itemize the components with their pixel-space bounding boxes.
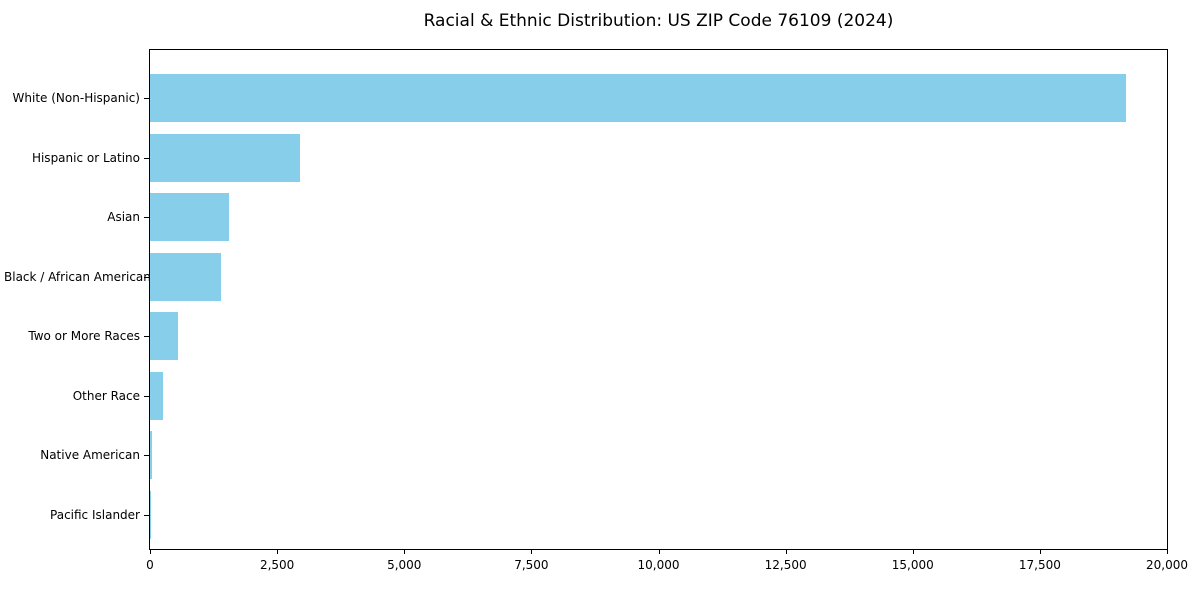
y-tick-mark: [144, 336, 149, 338]
x-tick-label: 20,000: [1146, 558, 1188, 572]
x-tick-mark: [1167, 549, 1168, 554]
x-tick-label: 5,000: [387, 558, 422, 572]
plot-area: White (Non-Hispanic) Hispanic or Latino As…: [4, 49, 1188, 572]
x-tick-mark: [150, 549, 151, 554]
bar-two-or-more-races: [150, 312, 178, 361]
bar-asian: [150, 193, 229, 242]
bar-native-american: [150, 431, 153, 480]
y-tick-mark: [144, 217, 149, 219]
x-tick-mark: [404, 549, 406, 554]
y-tick-label: Black / African American: [4, 269, 151, 284]
y-tick-mark: [144, 514, 149, 516]
y-tick-label: Pacific Islander: [50, 507, 140, 522]
y-tick-label: Asian: [107, 210, 140, 225]
x-tick-mark: [531, 549, 533, 554]
x-tick-mark: [1039, 549, 1041, 554]
bar-pacific-islander: [150, 490, 151, 539]
x-tick-label: 10,000: [637, 558, 680, 572]
x-tick-label: 2,500: [259, 558, 295, 572]
x-tick-label: 7,500: [514, 558, 549, 572]
y-tick-label: Two or More Races: [28, 329, 140, 344]
x-tick-label: 12,500: [764, 558, 807, 572]
bar-other-race: [150, 371, 164, 420]
y-tick-mark: [144, 157, 149, 159]
y-tick-mark: [144, 455, 149, 457]
bar-hispanic-or-latino: [150, 133, 300, 182]
bar-black-african-american: [150, 252, 222, 301]
y-tick-mark: [144, 276, 149, 278]
x-tick-mark: [658, 549, 660, 554]
x-tick-label: 15,000: [891, 558, 934, 572]
x-tick-label: 0: [146, 558, 154, 572]
x-tick-mark: [277, 549, 279, 554]
chart-title: Racial & Ethnic Distribution: US ZIP Cod…: [423, 11, 894, 31]
x-tick-mark: [785, 549, 787, 554]
y-tick-mark: [144, 98, 149, 99]
bar-white-non-hispanic: [150, 74, 1127, 122]
x-tick-mark: [912, 549, 914, 554]
y-tick-label: Other Race: [72, 388, 140, 403]
plot-inner: White (Non-Hispanic) Hispanic or Latino As…: [4, 50, 1188, 572]
y-tick-label: Hispanic or Latino: [31, 150, 140, 165]
y-tick-label: Native American: [40, 448, 140, 463]
x-tick-label: 17,500: [1018, 558, 1061, 572]
y-tick-label: White (Non-Hispanic): [12, 91, 140, 105]
y-tick-mark: [144, 395, 149, 397]
